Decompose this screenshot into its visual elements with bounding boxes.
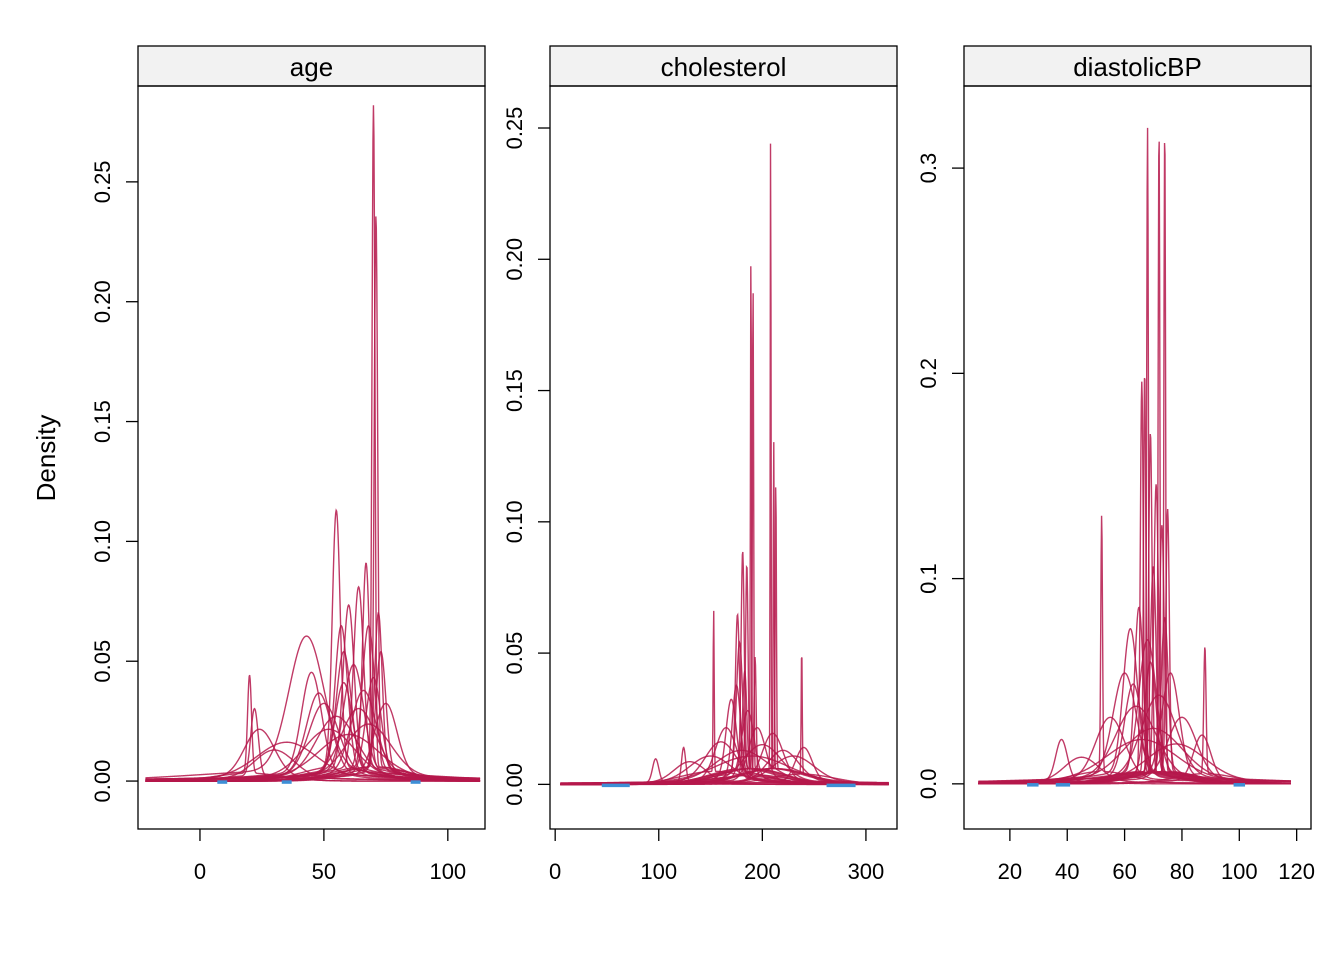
- y-tick-label: 0.0: [916, 769, 941, 800]
- imputed-curve: [145, 650, 481, 782]
- imputed-curve: [560, 143, 889, 786]
- strip-label-age: age: [290, 52, 333, 82]
- y-axis-title: Density: [31, 415, 61, 502]
- panel-age: age 0 50 100 0.00 0.05 0.10 0.15 0.20 0.25: [90, 45, 486, 884]
- imputed-curve: [978, 381, 1291, 785]
- imputed-curve: [145, 105, 481, 782]
- y-tick-label: 0.15: [502, 369, 527, 412]
- plot-frame-age: [137, 85, 486, 830]
- imputed-curve: [145, 681, 481, 782]
- x-tick-label: 40: [1055, 859, 1079, 884]
- y-tick-label: 0.05: [90, 640, 115, 683]
- imputed-curve: [560, 656, 889, 786]
- imputed-curve: [978, 606, 1291, 785]
- y-tick-label: 0.10: [502, 500, 527, 543]
- y-tick-label: 0.25: [90, 160, 115, 203]
- x-tick-label: 80: [1170, 859, 1194, 884]
- imputed-curve: [145, 702, 481, 781]
- imputed-curve: [560, 564, 889, 786]
- imputed-curve: [978, 743, 1291, 784]
- imputed-curve: [145, 674, 481, 782]
- y-tick-label: 0.05: [502, 632, 527, 675]
- x-tick-label: 300: [848, 859, 885, 884]
- y-tick-label: 0.2: [916, 358, 941, 389]
- imputed-curve: [560, 755, 889, 784]
- imputed-curve: [145, 671, 481, 782]
- x-tick-label: 60: [1112, 859, 1136, 884]
- plot-frame-diastolicBP: [963, 85, 1312, 830]
- x-tick-label: 0: [549, 859, 561, 884]
- imputed-curve: [145, 650, 481, 782]
- y-tick-label: 0.00: [90, 760, 115, 803]
- strip-label-diastolicBP: diastolicBP: [1073, 52, 1202, 82]
- x-tick-label: 100: [1221, 859, 1258, 884]
- imputed-curve: [145, 625, 481, 782]
- curves-diastolicBP: [978, 127, 1291, 787]
- x-tick-label: 120: [1278, 859, 1315, 884]
- imputed-curve: [560, 684, 889, 786]
- y-tick-label: 0.1: [916, 563, 941, 594]
- imputed-curve: [145, 216, 481, 782]
- imputed-curve: [145, 585, 481, 782]
- strip-age: [137, 45, 486, 87]
- imputed-curve: [978, 738, 1291, 783]
- y-tick-label: 0.15: [90, 400, 115, 443]
- y-tick-label: 0.00: [502, 763, 527, 806]
- imputed-curve: [978, 705, 1291, 783]
- curves-cholesterol: [560, 143, 889, 788]
- imputed-curve: [145, 604, 481, 782]
- imputed-curve: [145, 676, 481, 782]
- imputed-curve: [560, 442, 889, 786]
- imputed-curve: [560, 293, 889, 786]
- x-tick-label: 50: [312, 859, 336, 884]
- imputed-curve: [560, 612, 889, 786]
- y-tick-label: 0.3: [916, 153, 941, 184]
- imputed-curve: [978, 616, 1291, 785]
- imputed-curve: [145, 611, 481, 782]
- imputed-curve: [145, 723, 481, 781]
- x-tick-label: 200: [744, 859, 781, 884]
- imputed-curve: [145, 692, 481, 782]
- y-tick-label: 0.20: [502, 238, 527, 281]
- imputed-curve: [560, 266, 889, 786]
- panel-diastolicBP: diastolicBP 20 40 60 80 100 120 0.0 0.1 0.2 0.3: [916, 45, 1315, 884]
- y-tick-label: 0.25: [502, 107, 527, 150]
- plot-frame-cholesterol: [549, 85, 898, 830]
- curves-age: [145, 105, 481, 784]
- x-tick-label: 0: [194, 859, 206, 884]
- imputed-curve: [560, 610, 889, 786]
- strip-diastolicBP: [963, 45, 1312, 87]
- panel-cholesterol: cholesterol 0 100 200 300 0.00 0.05 0.10 0.15 0.2…: [502, 45, 898, 884]
- x-tick-label: 20: [998, 859, 1022, 884]
- x-tick-label: 100: [429, 859, 466, 884]
- imputed-curve: [978, 377, 1291, 785]
- strip-label-cholesterol: cholesterol: [661, 52, 787, 82]
- x-tick-label: 100: [640, 859, 677, 884]
- y-tick-label: 0.10: [90, 520, 115, 563]
- y-tick-label: 0.20: [90, 280, 115, 323]
- imputed-curve: [560, 657, 889, 786]
